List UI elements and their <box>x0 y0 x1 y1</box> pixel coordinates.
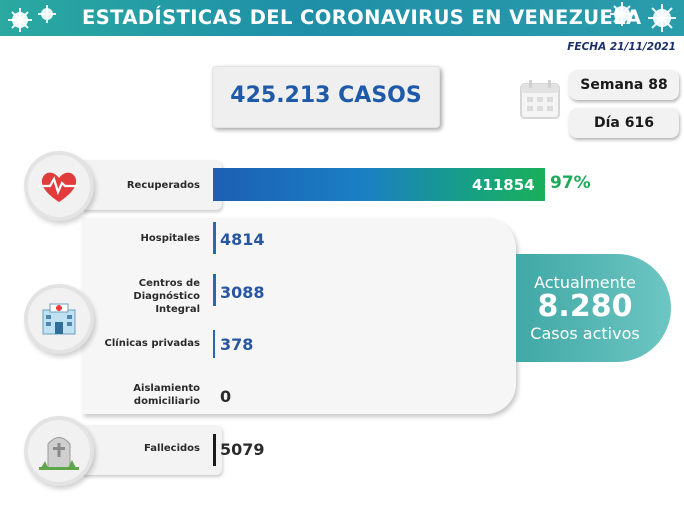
active-cases-caption: Actualmente <box>534 273 636 292</box>
page-title: ESTADÍSTICAS DEL CORONAVIRUS EN VENEZUEL… <box>82 6 642 29</box>
hospitals-value: 4814 <box>220 230 265 249</box>
report-date: FECHA 21/11/2021 <box>567 41 676 53</box>
virus-icon <box>610 2 676 32</box>
recovered-tab <box>82 160 222 210</box>
cdi-label: Centros de Diagnóstico Integral <box>133 278 200 315</box>
private-clinics-value: 378 <box>220 335 254 354</box>
hospitals-tick <box>213 222 216 254</box>
recovered-icon-circle <box>28 155 90 217</box>
private-clinics-label: Clínicas privadas <box>104 338 201 349</box>
hospitals-label: Hospitales <box>140 233 200 244</box>
active-cases-subcaption: Casos activos <box>530 324 640 343</box>
hospital-icon-circle <box>28 288 90 350</box>
week-badge: Semana 88 <box>569 70 679 100</box>
calendar-icon <box>520 80 560 119</box>
recovered-percent: 97% <box>550 173 591 193</box>
deaths-icon-circle <box>28 420 90 482</box>
header-banner: ESTADÍSTICAS DEL CORONAVIRUS EN VENEZUEL… <box>0 0 684 36</box>
total-cases-box: 425.213 CASOS <box>212 66 440 128</box>
home-isolation-label: Aislamiento domiciliario <box>133 383 200 407</box>
deaths-label: Fallecidos <box>144 443 200 454</box>
tombstone-icon <box>39 437 79 470</box>
virus-icon <box>8 5 56 32</box>
treatment-panel <box>82 218 516 414</box>
total-cases: 425.213 CASOS <box>230 83 422 108</box>
deaths-tab <box>82 425 222 475</box>
cdi-value: 3088 <box>220 283 265 302</box>
active-cases-badge <box>516 254 671 362</box>
recovered-label: Recuperados <box>126 180 200 191</box>
active-cases-value: 8.280 <box>537 289 633 324</box>
private-clinics-tick <box>213 330 215 358</box>
day-badge: Día 616 <box>569 108 679 138</box>
home-isolation-value: 0 <box>220 387 232 406</box>
heart-pulse-icon <box>39 172 79 202</box>
hospital-icon <box>42 303 76 335</box>
deaths-value: 5079 <box>220 440 265 459</box>
recovered-value: 411854 <box>472 176 535 194</box>
cdi-tick <box>213 274 216 306</box>
deaths-tick <box>213 434 216 466</box>
recovered-bar <box>213 168 545 201</box>
